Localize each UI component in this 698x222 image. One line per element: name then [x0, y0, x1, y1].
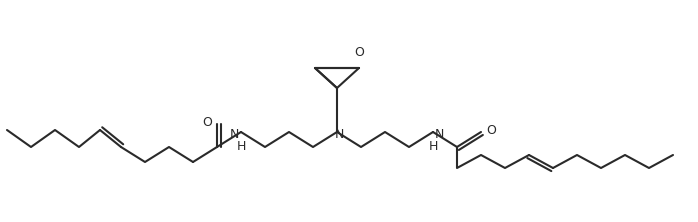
Text: O: O	[354, 46, 364, 59]
Text: O: O	[486, 123, 496, 137]
Text: H: H	[429, 139, 438, 153]
Text: N: N	[230, 127, 239, 141]
Text: H: H	[237, 139, 246, 153]
Text: N: N	[334, 127, 343, 141]
Text: O: O	[202, 115, 212, 129]
Text: N: N	[435, 127, 445, 141]
